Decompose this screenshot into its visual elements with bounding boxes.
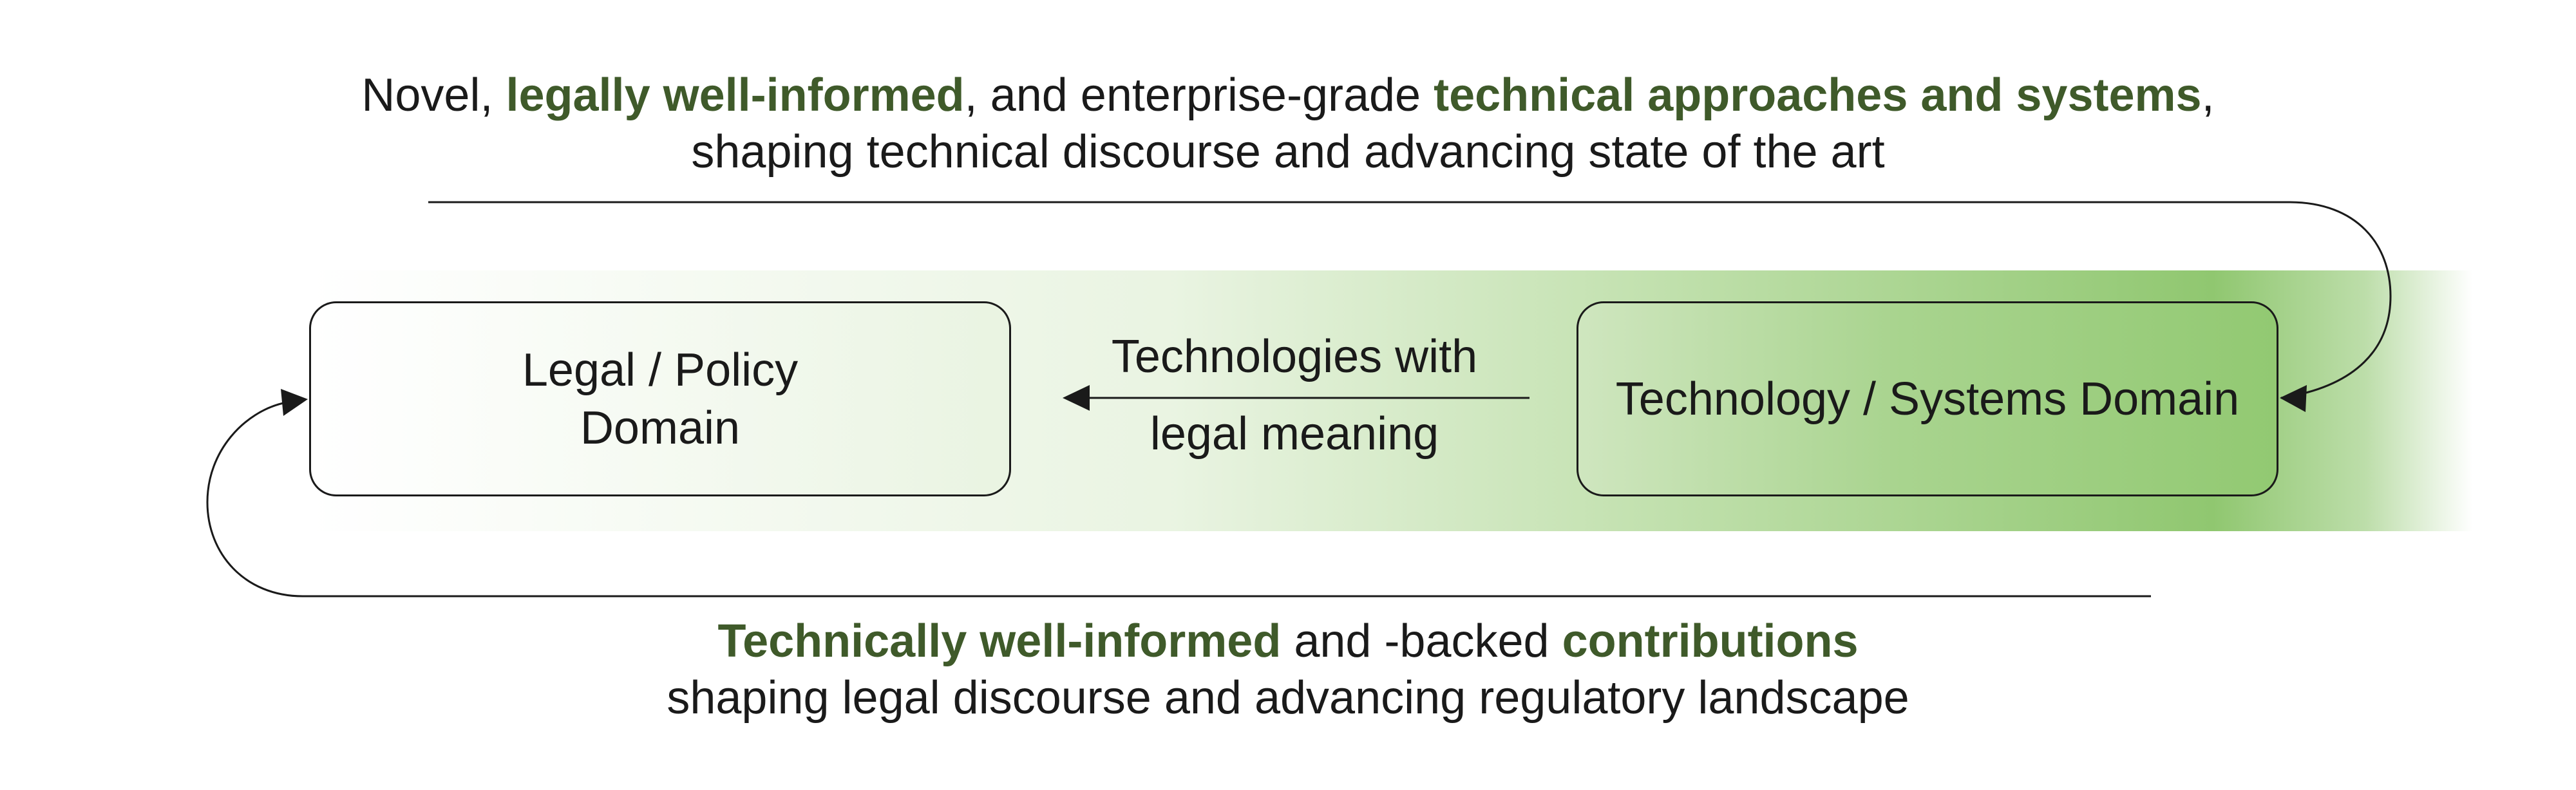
middle-arrow-label-line1: Technologies with (1111, 331, 1478, 382)
top-feedback-arrow (428, 201, 2392, 399)
top-caption-highlight-legally: legally well-informed (506, 70, 965, 121)
legal-box-line1: Legal / Policy (522, 344, 799, 396)
bottom-caption: Technically well-informed and -backed co… (0, 613, 2576, 726)
bottom-caption-highlight-technically: Technically well-informed (717, 616, 1282, 667)
top-caption-text-1: Novel, (361, 70, 506, 121)
technology-systems-domain-box: Technology / Systems Domain (1577, 301, 2278, 496)
top-caption: Novel, legally well-informed, and enterp… (0, 67, 2576, 180)
bottom-caption-line2: shaping legal discourse and advancing re… (667, 672, 1909, 724)
bottom-feedback-arrowhead (281, 389, 308, 416)
bottom-caption-highlight-contributions: contributions (1562, 616, 1859, 667)
top-caption-line2: shaping technical discourse and advancin… (691, 126, 1885, 178)
top-caption-highlight-technical: technical approaches and systems (1434, 70, 2202, 121)
tech-box-label: Technology / Systems Domain (1615, 373, 2240, 425)
bottom-caption-line1: Technically well-informed and -backed co… (0, 613, 2576, 670)
middle-arrow-label-line2: legal meaning (1150, 408, 1439, 460)
top-caption-line1: Novel, legally well-informed, and enterp… (0, 67, 2576, 124)
top-caption-text-2: , and enterprise-grade (964, 70, 1434, 121)
legal-policy-domain-box: Legal / Policy Domain (309, 301, 1011, 496)
top-feedback-arrowhead (2280, 385, 2307, 412)
top-caption-text-3: , (2201, 70, 2215, 121)
legal-box-line2: Domain (580, 402, 741, 454)
bottom-caption-text-1: and -backed (1281, 616, 1562, 667)
middle-arrowhead (1063, 385, 1090, 411)
bottom-feedback-arrow (206, 402, 2151, 597)
